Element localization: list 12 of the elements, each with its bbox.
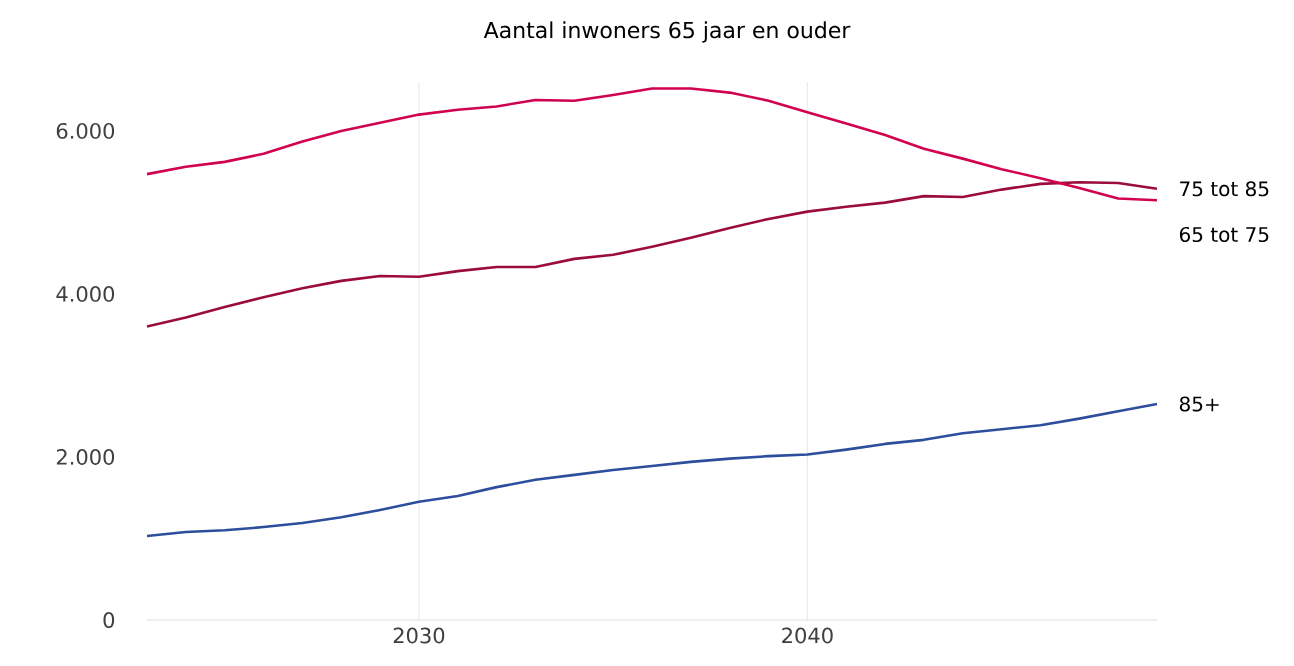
series-label: 85+ [1179, 396, 1219, 412]
y-tick-label: 0 [103, 612, 115, 628]
x-tick-label: 2040 [782, 627, 833, 644]
line-series [145, 180, 1159, 328]
chart-title: Aantal inwoners 65 jaar en ouder [483, 21, 851, 43]
series-label: 75 tot 85 [1180, 181, 1269, 197]
x-tick-label: 2030 [393, 627, 445, 644]
series-label: 65 tot 75 [1179, 226, 1269, 243]
line-series [145, 402, 1159, 538]
y-tick-label: 4.000 [56, 285, 115, 302]
y-tick-label: 6.000 [56, 122, 115, 139]
y-tick-label: 2.000 [56, 449, 115, 465]
